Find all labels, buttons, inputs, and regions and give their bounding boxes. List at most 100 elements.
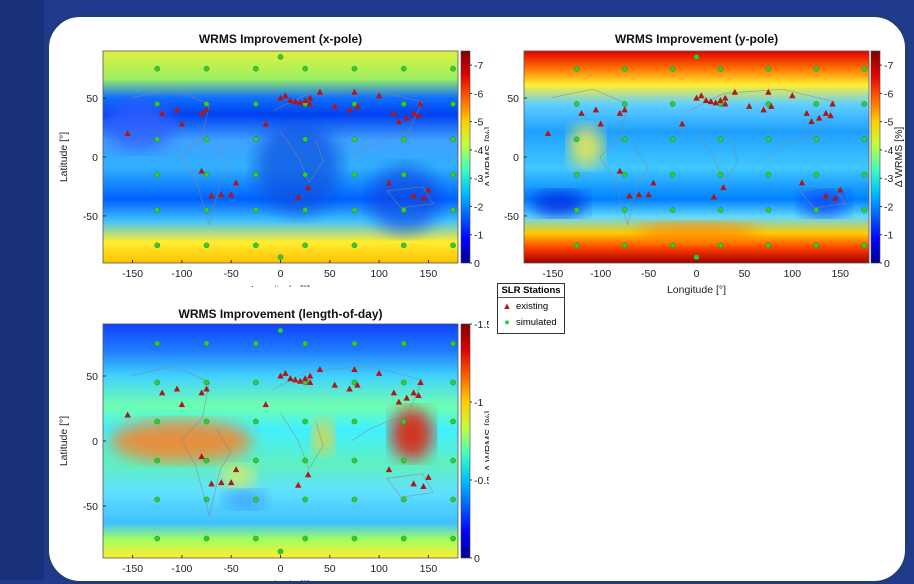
y-tick-label: 50 (86, 93, 98, 105)
simulated-station (621, 207, 628, 213)
heatmap-zone (255, 120, 341, 215)
existing-station (198, 389, 205, 396)
chart-svg: WRMS Improvement (length-of-day)-150 -100… (58, 307, 489, 581)
simulated-station (400, 136, 407, 143)
colorbar-tick-label: -1 (474, 397, 483, 409)
simulated-station (154, 457, 161, 464)
x-tick-label: 50 (324, 268, 336, 280)
x-tick-label: -50 (224, 563, 239, 575)
existing-station (297, 99, 304, 106)
existing-station (198, 109, 205, 116)
simulated-station (253, 65, 259, 72)
existing-station (650, 179, 657, 186)
heatmap-zone (103, 99, 174, 151)
existing-station (417, 379, 424, 385)
existing-station (203, 385, 210, 392)
simulated-station (154, 101, 161, 107)
simulated-station (765, 171, 772, 178)
existing-station (375, 92, 383, 99)
simulated-station (813, 136, 820, 143)
existing-station (578, 109, 585, 116)
existing-station (227, 479, 235, 486)
y-tick-label: -50 (504, 211, 519, 223)
simulated-station (573, 242, 580, 249)
dot-icon: ● (504, 316, 510, 328)
simulated-station (351, 65, 358, 72)
simulated-station (400, 418, 407, 425)
colorbar-tick-label: -3 (884, 173, 893, 185)
existing-station (425, 473, 432, 480)
station-legend: SLR Stations ▲ existing ● simulated (497, 283, 565, 334)
simulated-station (351, 418, 358, 425)
existing-station (746, 102, 753, 109)
simulated-station (302, 418, 308, 425)
existing-station (173, 106, 181, 113)
simulated-station (813, 242, 820, 249)
existing-station (768, 102, 775, 109)
existing-station (635, 191, 643, 198)
x-tick-label: -50 (641, 268, 656, 280)
existing-station (395, 398, 403, 405)
existing-station (827, 112, 834, 119)
simulated-station (302, 535, 308, 542)
existing-station (765, 88, 772, 95)
x-tick-label: 100 (370, 563, 388, 575)
simulated-station (351, 535, 358, 542)
simulated-station (621, 101, 628, 107)
simulated-station (203, 418, 210, 425)
simulated-station (400, 379, 407, 386)
simulated-station (203, 207, 210, 213)
chart-length-of-day: WRMS Improvement (length-of-day) -150 -100… (49, 304, 489, 581)
simulated-station (669, 171, 676, 178)
simulated-station (351, 242, 358, 249)
simulated-station (203, 171, 210, 178)
existing-station (351, 366, 358, 372)
existing-station (218, 191, 225, 198)
coastline (131, 365, 434, 516)
simulated-station (861, 136, 868, 143)
existing-station (292, 376, 299, 383)
simulated-station (277, 254, 284, 260)
simulated-station (621, 65, 628, 72)
existing-station (282, 369, 289, 376)
simulated-station (450, 136, 456, 143)
simulated-station (573, 207, 580, 213)
existing-station (316, 88, 324, 95)
x-tick-label: -150 (542, 268, 563, 280)
existing-station (306, 94, 314, 101)
existing-station (304, 184, 312, 191)
simulated-station (351, 457, 358, 464)
existing-station (331, 381, 338, 388)
simulated-station (203, 242, 210, 249)
colorbar-tick-label: -0.5 (474, 475, 489, 487)
existing-station (277, 94, 284, 101)
simulated-station (154, 65, 161, 72)
coastline (131, 88, 434, 227)
existing-station (178, 120, 186, 127)
existing-station (722, 100, 729, 107)
colorbar-tick-label: -5 (474, 117, 483, 129)
simulated-station (861, 207, 868, 213)
simulated-station (573, 136, 580, 143)
existing-station (702, 96, 710, 103)
existing-station (403, 394, 410, 401)
x-tick-label: 100 (784, 268, 802, 280)
colorbar-tick-label: -1 (474, 230, 483, 242)
heatmap-zone (223, 490, 267, 509)
heatmap-field (103, 324, 458, 558)
colorbar-label: Δ WRMS [%] (483, 127, 489, 188)
simulated-station (302, 171, 308, 178)
existing-station (837, 186, 844, 193)
existing-station (544, 129, 552, 136)
simulated-station (621, 171, 628, 178)
existing-station (178, 401, 186, 408)
existing-station (227, 191, 235, 198)
simulated-station (573, 101, 580, 107)
colorbar-tick-label: -4 (884, 145, 893, 157)
y-tick-label: -50 (83, 211, 98, 223)
simulated-station (813, 207, 820, 213)
existing-station (803, 109, 810, 116)
simulated-station (669, 101, 676, 107)
simulated-station (302, 207, 308, 213)
existing-station (124, 411, 131, 418)
